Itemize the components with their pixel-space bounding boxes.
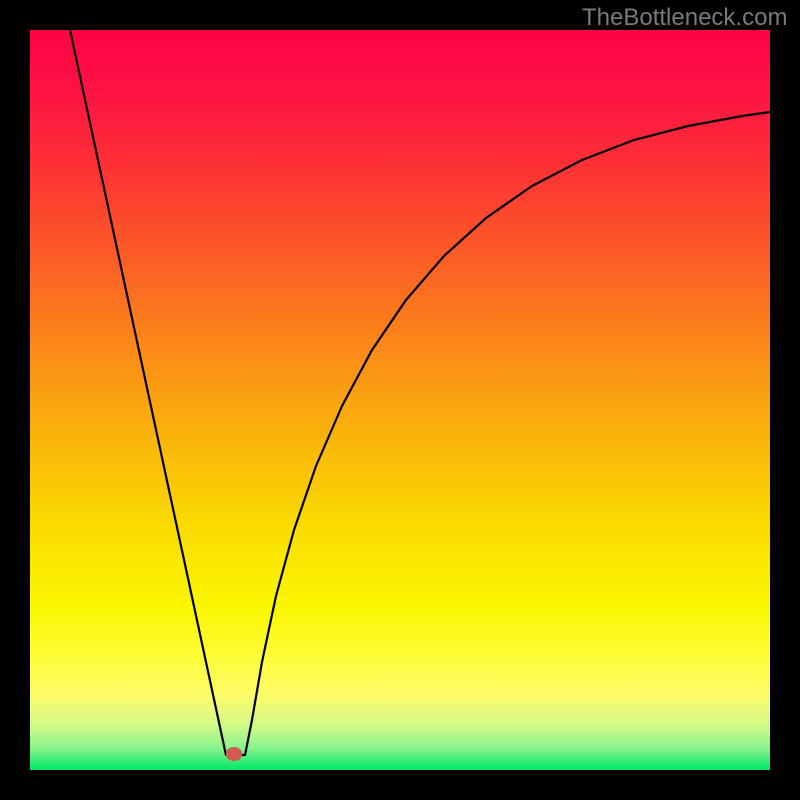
curve-path [70,30,770,755]
bottleneck-curve [30,30,770,770]
watermark-text: TheBottleneck.com [582,4,787,32]
optimum-marker [226,747,242,761]
plot-area [30,30,770,770]
